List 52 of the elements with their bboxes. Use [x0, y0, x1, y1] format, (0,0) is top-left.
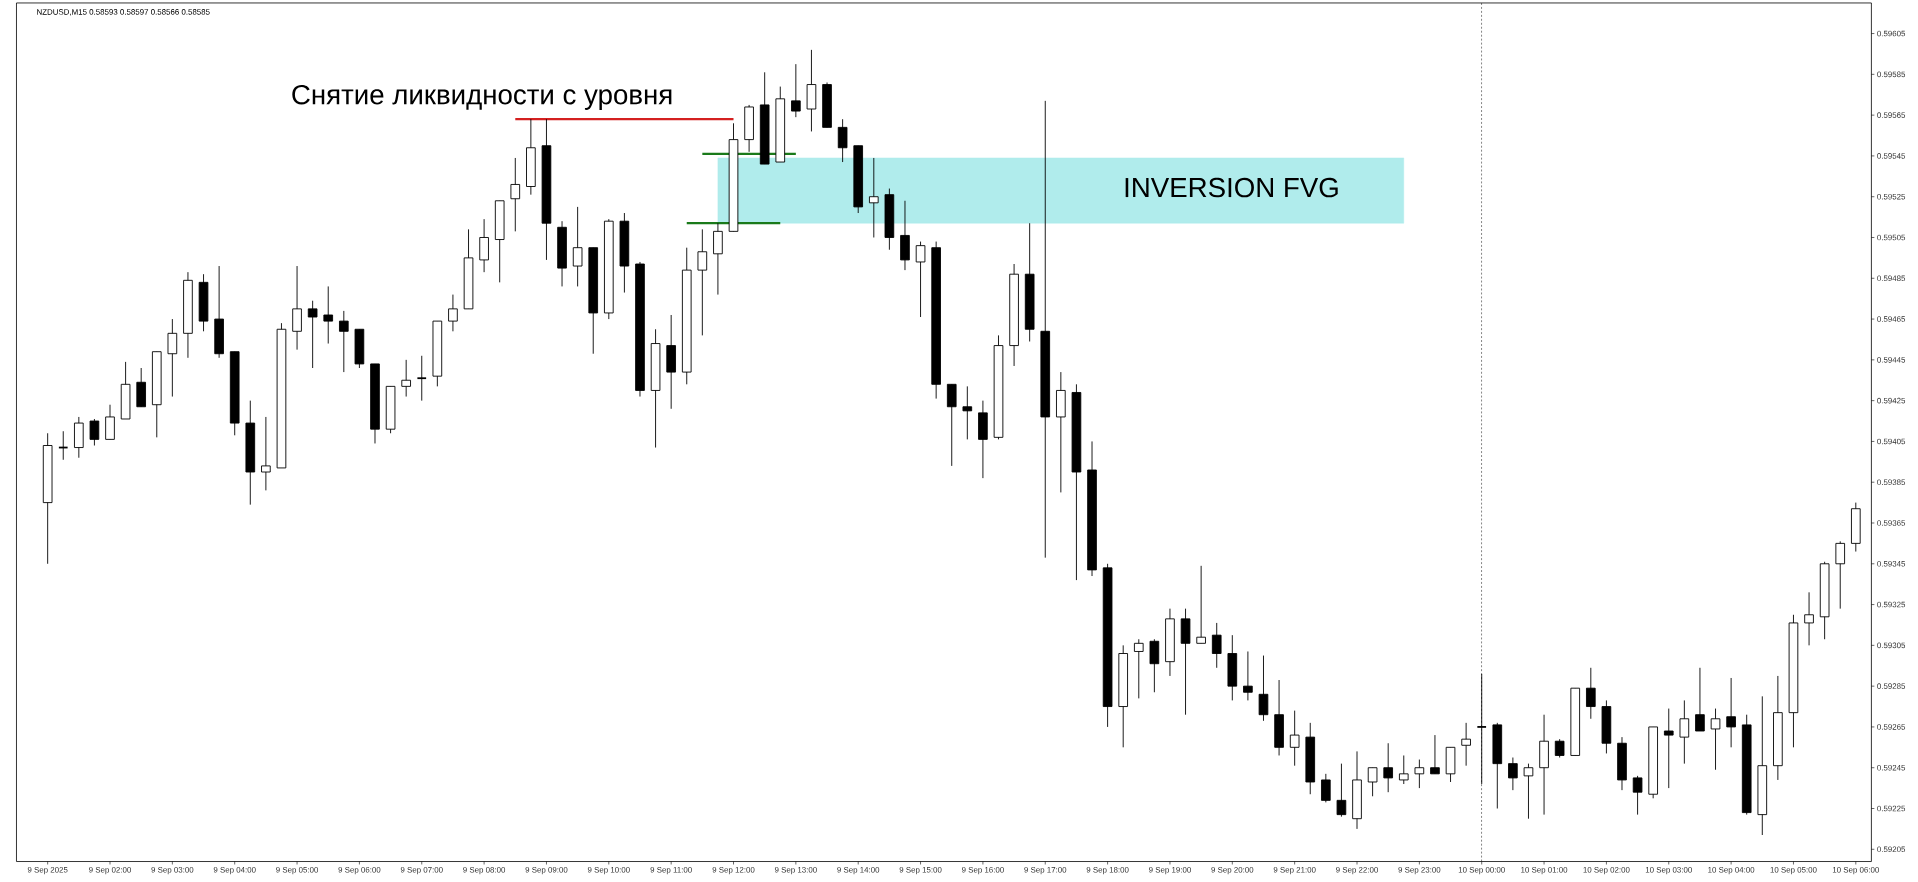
candlestick — [167, 318, 178, 397]
candlestick — [307, 300, 318, 369]
candlestick — [1398, 754, 1409, 785]
candlestick — [1243, 650, 1253, 701]
candlestick — [1211, 622, 1222, 669]
candlestick — [791, 63, 801, 118]
candlestick — [1321, 773, 1331, 803]
candlestick — [339, 310, 349, 373]
candlestick — [1632, 775, 1643, 815]
candlestick — [416, 355, 428, 401]
candlestick — [1554, 738, 1565, 758]
candlestick — [448, 293, 458, 332]
candlestick — [962, 385, 973, 440]
candlestick — [915, 240, 926, 318]
candlestick — [292, 265, 302, 350]
candlestick — [1695, 667, 1705, 732]
candlestick — [401, 359, 411, 397]
candlestick — [1414, 758, 1425, 789]
candlestick — [510, 157, 521, 232]
candlestick — [1367, 767, 1378, 797]
candlestick — [837, 118, 848, 163]
candlestick — [697, 228, 708, 336]
candlestick — [1804, 591, 1814, 646]
candlestick — [946, 383, 957, 467]
candlestick — [261, 416, 271, 491]
candlestick — [1523, 763, 1534, 819]
candlestick — [323, 285, 334, 344]
candlestick — [1196, 565, 1206, 644]
candlestick — [1336, 763, 1347, 817]
candlestick — [1133, 638, 1144, 699]
candlestick — [1383, 742, 1393, 793]
candlestick — [713, 222, 723, 295]
candlestick — [1663, 707, 1674, 789]
candlestick — [1476, 673, 1487, 785]
candlestick — [1835, 540, 1846, 609]
candlestick — [1461, 722, 1471, 766]
candlestick — [1586, 667, 1596, 720]
candlestick — [1508, 756, 1518, 791]
candlestick — [1679, 699, 1690, 764]
candlestick — [89, 418, 100, 446]
candlestick — [1710, 707, 1721, 771]
candlestick — [868, 157, 879, 238]
candlestick — [1289, 709, 1300, 766]
candlestick — [572, 206, 583, 287]
candlestick — [1149, 638, 1160, 693]
candlestick — [1726, 677, 1736, 748]
annotation: INVERSION FVG — [1125, 177, 1338, 198]
candlestick — [1258, 654, 1269, 722]
candlestick — [105, 404, 115, 440]
annotation: Снятие ликвидности с уровня — [292, 84, 672, 110]
candlestick — [479, 218, 489, 273]
candlestick — [1430, 734, 1440, 775]
